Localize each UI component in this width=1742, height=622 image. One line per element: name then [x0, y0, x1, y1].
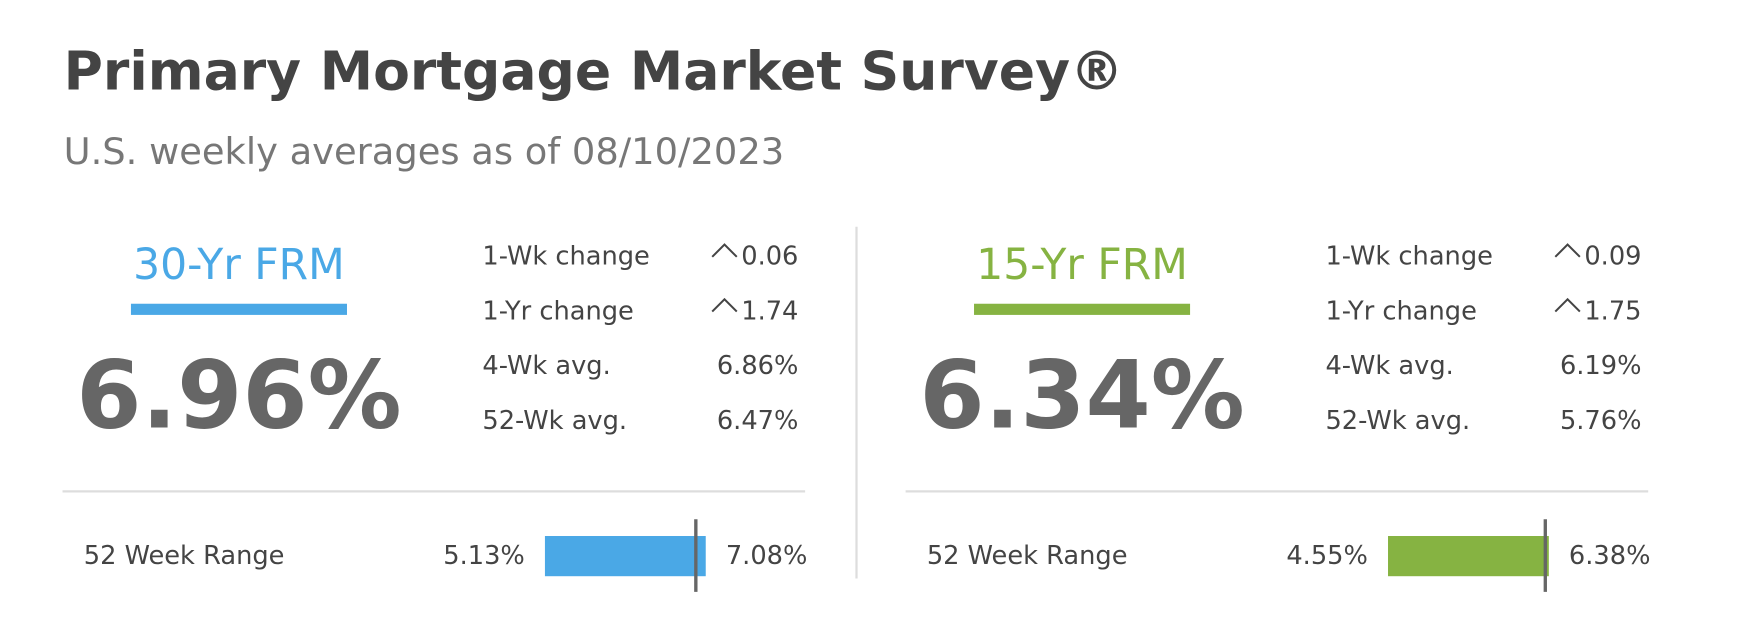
stat-label: 1-Wk change — [482, 242, 649, 272]
range-label: 52 Week Range — [927, 541, 1128, 571]
up-caret — [711, 297, 738, 313]
stat-label: 1-Wk change — [1325, 242, 1492, 272]
range-bar — [1388, 536, 1549, 577]
heading-underline — [130, 303, 347, 315]
up-caret — [1554, 297, 1581, 313]
range-label: 52 Week Range — [84, 541, 285, 571]
range-high: 7.08% — [726, 541, 808, 571]
stat-label: 52-Wk avg. — [482, 406, 627, 436]
up-caret — [711, 243, 738, 258]
stat-value: 1.74 — [741, 296, 798, 326]
up-caret — [1554, 243, 1581, 258]
range-bar — [544, 536, 706, 577]
current-rate: 6.34% — [919, 342, 1244, 451]
stat-value: 6.47% — [717, 406, 799, 436]
stat-value: 0.09 — [1584, 242, 1641, 272]
range-low: 5.13% — [443, 541, 525, 571]
stat-label: 1-Yr change — [1325, 296, 1476, 326]
stat-value: 6.86% — [717, 351, 799, 381]
title: Primary Mortgage Market Survey® — [64, 39, 1124, 102]
stat-value: 6.19% — [1560, 351, 1642, 381]
range-high: 6.38% — [1569, 541, 1651, 571]
stat-value: 5.76% — [1560, 406, 1642, 436]
subtitle: U.S. weekly averages as of 08/10/2023 — [64, 130, 785, 173]
panel-heading: 15-Yr FRM — [976, 241, 1188, 290]
current-rate: 6.96% — [76, 342, 401, 451]
stat-label: 4-Wk avg. — [1325, 351, 1453, 381]
range-low: 4.55% — [1286, 541, 1368, 571]
heading-underline — [974, 303, 1191, 315]
panel-heading: 30-Yr FRM — [133, 241, 345, 290]
stat-label: 1-Yr change — [482, 296, 633, 326]
stat-label: 4-Wk avg. — [482, 351, 610, 381]
stat-value: 0.06 — [741, 242, 798, 272]
stat-label: 52-Wk avg. — [1325, 406, 1470, 436]
stat-value: 1.75 — [1584, 296, 1641, 326]
